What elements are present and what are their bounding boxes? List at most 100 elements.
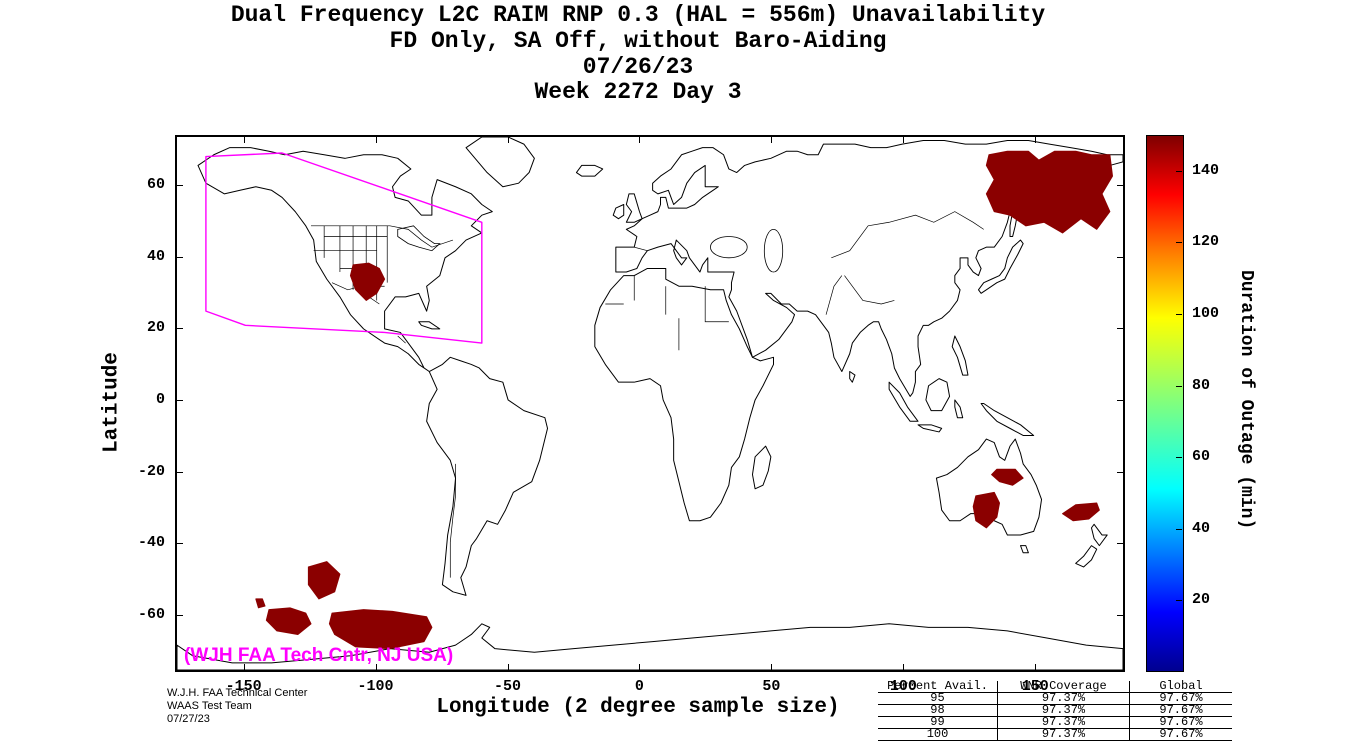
coastline-java (918, 425, 942, 432)
colorbar-label: Duration of Outage (min) (1236, 270, 1256, 530)
coastline-australia (936, 439, 1041, 535)
y-tick-mark (177, 471, 183, 473)
coastline-japan (978, 240, 1023, 293)
outage-region-tasman-east (1063, 503, 1100, 521)
x-tick-label: 150 (1021, 678, 1049, 695)
coastline-new-zealand-south (1076, 546, 1097, 567)
colorbar-tick-mark (1176, 457, 1182, 459)
coastline-philippines (952, 336, 968, 375)
stats-header-2: Global (1130, 680, 1232, 693)
x-tick-mark (903, 664, 905, 670)
coastline-tasmania (1021, 546, 1029, 553)
y-tick-label: -60 (137, 605, 165, 623)
y-tick-label: 0 (155, 390, 165, 408)
stats-header-1: WNR Coverage (998, 680, 1130, 693)
coastline-borneo (926, 379, 950, 411)
y-tick-mark-right (1117, 185, 1123, 187)
y-tick-label: 20 (146, 319, 165, 337)
black-sea (710, 236, 747, 257)
stats-cell: 97.37% (998, 692, 1130, 705)
stats-cell: 99 (878, 716, 998, 729)
y-tick-mark (177, 543, 183, 545)
world-map (177, 137, 1123, 670)
colorbar-tick-label: 40 (1192, 519, 1211, 537)
x-tick-mark-top (639, 137, 641, 143)
y-tick-mark-right (1117, 543, 1123, 545)
outage-region-northeast-asia (986, 151, 1112, 233)
x-tick-label: -100 (357, 678, 394, 695)
colorbar-tick-label: 20 (1192, 591, 1211, 609)
coastline-north-america (198, 148, 492, 372)
coastline-new-guinea (981, 404, 1034, 436)
x-tick-mark (507, 664, 509, 670)
credit-line3: 07/27/23 (167, 713, 210, 725)
stats-cell: 97.67% (1130, 716, 1232, 729)
colorbar-tick-label: 100 (1192, 305, 1220, 322)
colorbar-tick-mark (1176, 170, 1182, 172)
x-tick-label: -50 (493, 678, 521, 695)
coastline-antarctica (177, 624, 1123, 670)
stats-cell: 97.37% (998, 704, 1130, 717)
x-tick-mark (639, 664, 641, 670)
outage-region-south-pacific-a (308, 562, 340, 599)
stats-cell: 98 (878, 704, 998, 717)
stats-header-0: Percent Avail. (878, 680, 998, 693)
y-tick-mark (177, 185, 183, 187)
page-title-line1: Dual Frequency L2C RAIM RNP 0.3 (HAL = 5… (230, 2, 1046, 28)
page-title-line4: Week 2272 Day 3 (534, 79, 742, 105)
x-tick-mark-top (1035, 137, 1037, 143)
credit-line1: W.J.H. FAA Technical Center (167, 687, 308, 699)
colorbar-tick-mark (1176, 600, 1182, 602)
colorbar-tick-label: 120 (1192, 233, 1220, 251)
x-tick-mark (771, 664, 773, 670)
coastline-ireland (613, 205, 624, 219)
coastline-sulawesi (955, 400, 963, 418)
page-title-line3: 07/26/23 (582, 54, 694, 80)
coastline-iceland (576, 165, 602, 176)
coastline-sumatra (889, 382, 918, 421)
coastline-sri-lanka (850, 372, 855, 383)
y-tick-mark-right (1117, 328, 1123, 330)
y-tick-mark (177, 328, 183, 330)
credit-line2: WAAS Test Team (167, 700, 252, 712)
x-axis-label: Longitude (2 degree sample size) (436, 696, 840, 719)
caspian-sea (764, 229, 782, 272)
colorbar-tick-mark (1176, 314, 1182, 315)
x-tick-mark-top (243, 137, 245, 143)
y-tick-mark-right (1117, 399, 1123, 401)
colorbar-tick-label: 80 (1192, 376, 1211, 394)
stats-cell: 100 (878, 728, 998, 741)
coastline-greenland (466, 137, 534, 187)
y-tick-mark (177, 614, 183, 616)
y-tick-mark (177, 256, 183, 258)
y-tick-label: 60 (146, 176, 165, 194)
data-overlay (206, 151, 1113, 648)
coastline-cuba (419, 322, 440, 329)
x-tick-mark-top (771, 137, 773, 143)
outage-region-south-pacific-b (256, 599, 265, 608)
x-tick-mark-top (903, 137, 905, 143)
outage-region-south-pacific-d (329, 610, 431, 649)
coastline-south-america (427, 357, 548, 595)
availability-stats-table: Percent Avail. WNR Coverage Global 95 97.37%… (878, 680, 1232, 741)
coastline-madagascar (752, 446, 770, 489)
y-tick-label: -20 (137, 462, 165, 480)
page-title-line2: FD Only, SA Off, without Baro-Aiding (389, 28, 887, 54)
stats-cell: 97.67% (1130, 692, 1232, 705)
stats-cell: 97.67% (1130, 728, 1232, 741)
colorbar-tick-mark (1176, 385, 1182, 387)
x-tick-mark (1035, 664, 1037, 670)
stats-cell: 97.67% (1130, 704, 1232, 717)
outage-region-south-pacific-c (266, 608, 311, 635)
stats-cell: 95 (878, 692, 998, 705)
colorbar-tick-label: 140 (1192, 161, 1220, 179)
colorbar-tick-mark (1176, 528, 1182, 530)
x-tick-label: 100 (889, 678, 917, 695)
outage-region-australia-northeast (992, 469, 1024, 485)
colorbar (1146, 135, 1184, 672)
x-tick-label: 0 (634, 678, 644, 695)
outage-region-australia-south (973, 492, 999, 528)
x-tick-mark (375, 664, 377, 670)
y-tick-mark-right (1117, 471, 1123, 473)
stats-cell: 97.37% (998, 716, 1130, 729)
